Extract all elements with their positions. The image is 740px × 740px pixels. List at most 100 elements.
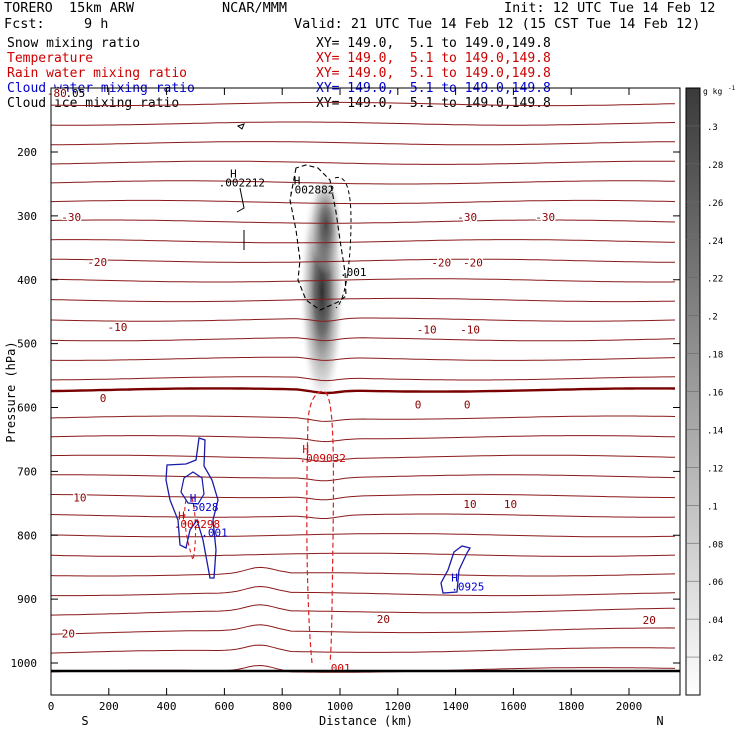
legend-entry-coords: XY= 149.0, 5.1 to 149.0,149.8 bbox=[316, 51, 551, 66]
isotherm-line bbox=[50, 278, 676, 283]
contour-annotation: .001 bbox=[201, 527, 228, 540]
y-tick-label: 300 bbox=[17, 210, 37, 223]
isotherm-line bbox=[50, 199, 676, 205]
y-tick-label: 200 bbox=[17, 146, 37, 159]
valid-time: Valid: 21 UTC Tue 14 Feb 12 (15 CST Tue … bbox=[294, 16, 701, 32]
init-time: Init: 12 UTC Tue 14 Feb 12 bbox=[504, 0, 716, 16]
forecast-label: Fcst: bbox=[4, 16, 45, 32]
temperature-label: -80 bbox=[47, 87, 67, 100]
colorbar-tick-label: .08 bbox=[707, 540, 723, 550]
isotherm-line bbox=[50, 297, 676, 303]
colorbar-tick-label: .04 bbox=[707, 616, 723, 626]
isotherm-line bbox=[50, 604, 675, 616]
temperature-label: -30 bbox=[457, 211, 477, 224]
isotherm-line bbox=[50, 624, 676, 635]
x-tick-label: 800 bbox=[272, 700, 292, 713]
temperature-label: -30 bbox=[535, 211, 555, 224]
colorbar-tick-label: .22 bbox=[707, 275, 723, 285]
x-tick-label: 600 bbox=[214, 700, 234, 713]
colorbar-tick-label: .28 bbox=[707, 161, 723, 171]
temperature-label: 0 bbox=[415, 398, 422, 411]
temperature-label: 0 bbox=[100, 392, 107, 405]
colorbar-tick-label: .14 bbox=[707, 426, 723, 436]
x-tick-label: 1000 bbox=[327, 700, 354, 713]
y-tick-label: 600 bbox=[17, 402, 37, 415]
temperature-label: 20 bbox=[643, 614, 656, 627]
colorbar-tick-label: .16 bbox=[707, 389, 723, 399]
contour-annotation: .002882 bbox=[288, 184, 334, 197]
isotherm-line bbox=[51, 474, 676, 482]
cloud-water-contour-left bbox=[165, 437, 219, 579]
x-tick-label: 1200 bbox=[385, 700, 412, 713]
isotherm-line bbox=[50, 435, 676, 443]
snow-field-upper bbox=[310, 175, 342, 275]
cloud-ice-contour-small bbox=[236, 187, 245, 213]
isotherm-line bbox=[50, 258, 675, 263]
contour-annotation: .001 bbox=[324, 662, 351, 675]
x-tick-label: 1600 bbox=[500, 700, 527, 713]
isotherm-line bbox=[50, 337, 676, 342]
freezing-level-isotherm bbox=[50, 387, 676, 395]
temperature-label: -10 bbox=[460, 324, 480, 337]
isotherm-line bbox=[50, 219, 676, 224]
temperature-label: -10 bbox=[417, 324, 437, 337]
temperature-label: 10 bbox=[73, 492, 86, 505]
temperature-label: -20 bbox=[87, 256, 107, 269]
isotherm-line bbox=[50, 454, 676, 462]
contour-annotation: .009032 bbox=[300, 452, 346, 465]
cloud-water-contour-inner bbox=[180, 471, 205, 505]
colorbar-tick-label: .26 bbox=[707, 199, 723, 209]
temperature-label: 20 bbox=[62, 628, 75, 641]
y-axis-label: Pressure (hPa) bbox=[4, 341, 18, 442]
contour-annotation: H bbox=[178, 509, 185, 522]
isotherm-line bbox=[50, 141, 675, 146]
y-tick-label: 800 bbox=[17, 529, 37, 542]
contour-annotation: .002212 bbox=[219, 177, 265, 190]
cloud-water-contour-right bbox=[440, 545, 472, 594]
isotherm-line bbox=[50, 180, 675, 185]
colorbar: .02 .04 .06 .08 .1 .12 .14 .16 .18 .2 .22 .24 .26 .28… bbox=[685, 85, 736, 696]
colorbar-tick-label: .3 bbox=[707, 123, 718, 133]
isotherm-line bbox=[50, 644, 675, 654]
isotherm-line bbox=[50, 239, 676, 244]
contour-annotation: H bbox=[190, 492, 197, 505]
isotherm-line bbox=[50, 317, 676, 322]
contour-annotation: .001 bbox=[340, 266, 367, 279]
isotherm-line bbox=[50, 121, 676, 126]
legend-entry-name: Cloud ice mixing ratio bbox=[7, 96, 180, 111]
legend-entry-coords: XY= 149.0, 5.1 to 149.0,149.8 bbox=[316, 66, 551, 81]
temperature-label: 10 bbox=[504, 498, 517, 511]
isotherm-line bbox=[50, 160, 675, 165]
contour-annotation: .0925 bbox=[451, 580, 484, 593]
legend-entry-name: Rain water mixing ratio bbox=[7, 66, 188, 81]
colorbar-tick-label: .24 bbox=[707, 237, 723, 247]
legend-entry-coords: XY= 149.0, 5.1 to 149.0,149.8 bbox=[316, 96, 551, 111]
isotherm-line bbox=[50, 533, 676, 538]
x-axis-label: Distance (km) bbox=[319, 714, 413, 728]
forecast-hour: 9 h bbox=[84, 16, 109, 32]
temperature-label: -20 bbox=[463, 257, 483, 270]
y-tick-label: 900 bbox=[17, 593, 37, 606]
isotherm-line bbox=[51, 585, 676, 597]
south-label: S bbox=[81, 714, 88, 728]
y-tick-label: 1000 bbox=[11, 657, 38, 670]
x-tick-label: 1800 bbox=[558, 700, 585, 713]
contour-annotation: H bbox=[451, 571, 458, 584]
colorbar-tick-label: .06 bbox=[707, 578, 723, 588]
temperature-contours: -80 -30 -30 -30 -20 -20 -20 -10 -10 -10 0 0 0 10 10 10 2… bbox=[45, 86, 676, 673]
temperature-label: 0 bbox=[464, 398, 471, 411]
model-title: TORERO 15km ARW bbox=[4, 0, 135, 16]
north-label: N bbox=[656, 714, 663, 728]
contour-annotation: .002298 bbox=[174, 518, 220, 531]
temperature-label: -30 bbox=[61, 211, 81, 224]
contour-annotation: .5028 bbox=[185, 501, 218, 514]
x-tick-label: 0 bbox=[48, 700, 55, 713]
contour-annotation: H bbox=[302, 443, 309, 456]
isotherm-line bbox=[50, 415, 676, 422]
x-tick-label: 1400 bbox=[442, 700, 469, 713]
x-tick-label: 200 bbox=[99, 700, 119, 713]
cloud-ice-contour bbox=[289, 164, 347, 311]
isotherm-line bbox=[50, 513, 676, 519]
x-tick-label: 2000 bbox=[616, 700, 643, 713]
